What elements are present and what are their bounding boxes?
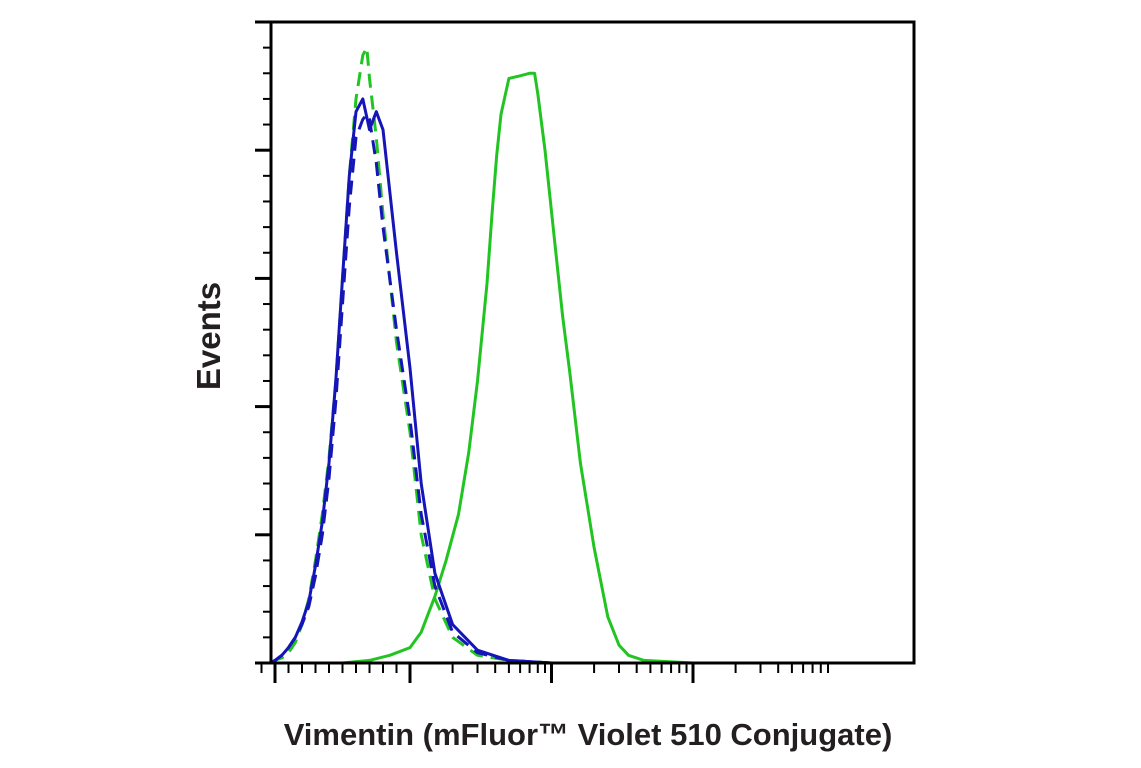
- series-line-3: [270, 97, 835, 665]
- axis-layer: [255, 20, 830, 683]
- plot-frame: [269, 20, 916, 665]
- y-axis-title: Events: [190, 282, 227, 390]
- series-line-2: [270, 46, 835, 665]
- x-axis-title: Vimentin (mFluor™ Violet 510 Conjugate): [284, 717, 893, 752]
- series-layer: [270, 46, 835, 665]
- series-line-1: [271, 71, 835, 665]
- series-line-4: [270, 112, 835, 665]
